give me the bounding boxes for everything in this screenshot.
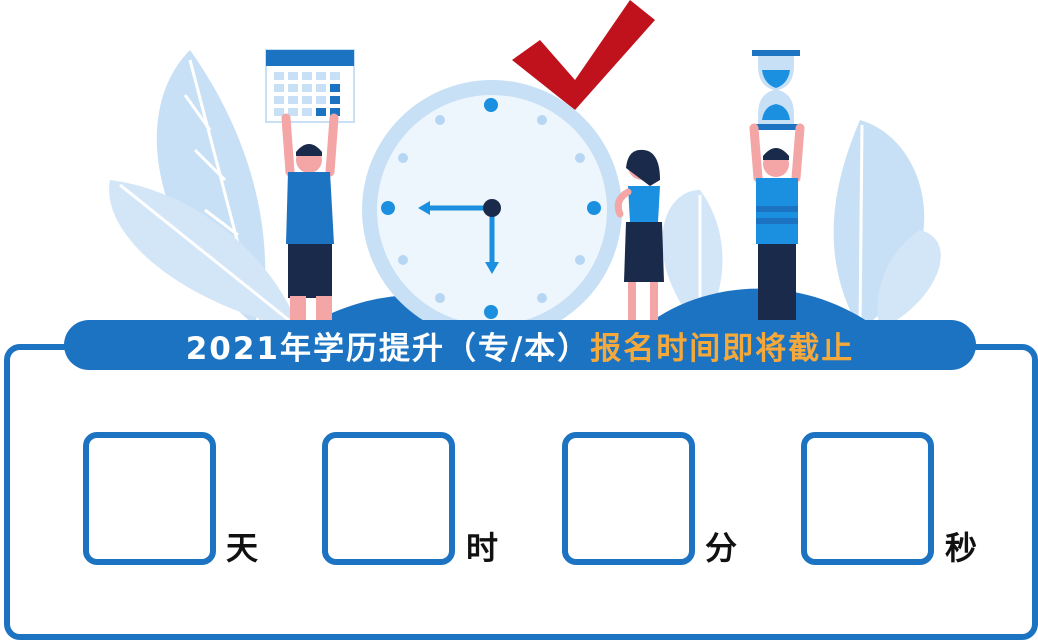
leaf-decoration-left <box>109 50 300 330</box>
banner-title-deadline: 报名时间即将截止 <box>590 330 855 367</box>
countdown-days-box <box>83 432 216 565</box>
person-figure <box>281 113 339 322</box>
deadline-banner: 2021年学历提升（专/本） 报名时间即将截止 <box>64 320 976 370</box>
leaf-decoration-right <box>662 120 941 330</box>
hourglass-icon <box>752 50 800 130</box>
check-mark-icon <box>512 0 655 110</box>
countdown-minutes-box <box>562 432 695 565</box>
countdown-seconds-unit: 秒 <box>945 529 978 567</box>
countdown-seconds-box <box>801 432 934 565</box>
countdown-hours-unit: 时 <box>466 529 499 567</box>
person-figure <box>749 123 805 324</box>
banner-title-program: 2021年学历提升（专/本） <box>185 330 591 367</box>
calendar-icon <box>265 49 355 123</box>
person-figure <box>614 149 664 322</box>
clock-icon <box>362 80 622 340</box>
countdown-days-unit: 天 <box>226 529 259 567</box>
countdown-illustration <box>109 0 941 340</box>
countdown-hours-box <box>322 432 455 565</box>
countdown-minutes-unit: 分 <box>705 529 738 567</box>
